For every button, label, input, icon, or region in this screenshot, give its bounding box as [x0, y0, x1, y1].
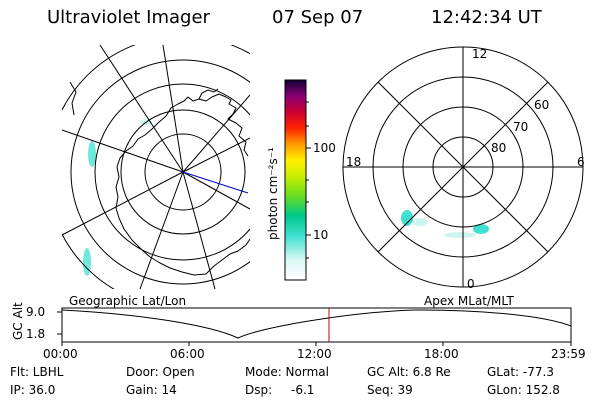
mlt-label-18: 18 [346, 155, 362, 169]
mlat-label-80: 80 [491, 141, 507, 155]
colorbar [284, 79, 307, 281]
sequence-info: Seq: 39 [367, 383, 413, 397]
ip-info: IP: 36.0 [10, 383, 56, 397]
aurora-blob [473, 224, 489, 234]
time-tick-1200: 12:00 [297, 347, 332, 361]
right-panel-caption: Apex MLat/MLT [424, 294, 514, 308]
time-tick-2359: 23:59 [551, 347, 586, 361]
time-tick-0600: 06:00 [170, 347, 205, 361]
gc-alt-info: GC Alt: 6.8 Re [367, 365, 451, 379]
time-tick-0000: 00:00 [43, 347, 78, 361]
observation-date: 07 Sep 07 [272, 7, 364, 28]
mlt-label-12: 12 [472, 47, 488, 61]
mlat-label-70: 70 [513, 120, 529, 134]
door-info: Door: Open [126, 365, 195, 379]
local-meridian-line [182, 171, 249, 194]
altitude-plot [57, 307, 572, 346]
coastline [115, 96, 250, 276]
colorbar-tick-10: 10 [313, 228, 329, 242]
mlat-label-60: 60 [534, 98, 550, 112]
observation-time: 12:42:34 UT [431, 7, 542, 28]
polar-mlt-plot [342, 46, 584, 288]
dsp-value: -6.1 [291, 383, 315, 397]
geographic-map [62, 45, 250, 289]
coastline [69, 81, 77, 116]
instrument-title: Ultraviolet Imager [47, 7, 210, 28]
colorbar-unit-label: photon cm⁻²s⁻¹ [266, 147, 280, 240]
mode-info: Mode: Normal [245, 365, 329, 379]
aurora-blob [412, 218, 428, 226]
left-panel-caption: Geographic Lat/Lon [69, 294, 187, 308]
time-tick-1800: 18:00 [424, 347, 459, 361]
aurora-blob [444, 232, 476, 238]
filter-info: Flt: LBHL [10, 365, 64, 379]
aurora-blob [83, 248, 91, 276]
colorbar-tick-100: 100 [313, 141, 336, 155]
coastline [211, 93, 249, 157]
aurora-blob [401, 210, 413, 226]
gain-info: Gain: 14 [126, 383, 177, 397]
mlt-label-6: 6 [577, 155, 585, 169]
dsp-label: Dsp: [245, 383, 273, 397]
glon-info: GLon: 152.8 [487, 383, 560, 397]
aurora-blob [88, 141, 96, 167]
altitude-axis-label: GC Alt [11, 302, 25, 340]
glat-info: GLat: -77.3 [487, 365, 554, 379]
altitude-curve [61, 309, 572, 339]
altitude-tick-min: 1.8 [26, 327, 46, 341]
altitude-tick-max: 9.0 [26, 305, 46, 319]
mlt-label-0: 0 [467, 277, 475, 291]
